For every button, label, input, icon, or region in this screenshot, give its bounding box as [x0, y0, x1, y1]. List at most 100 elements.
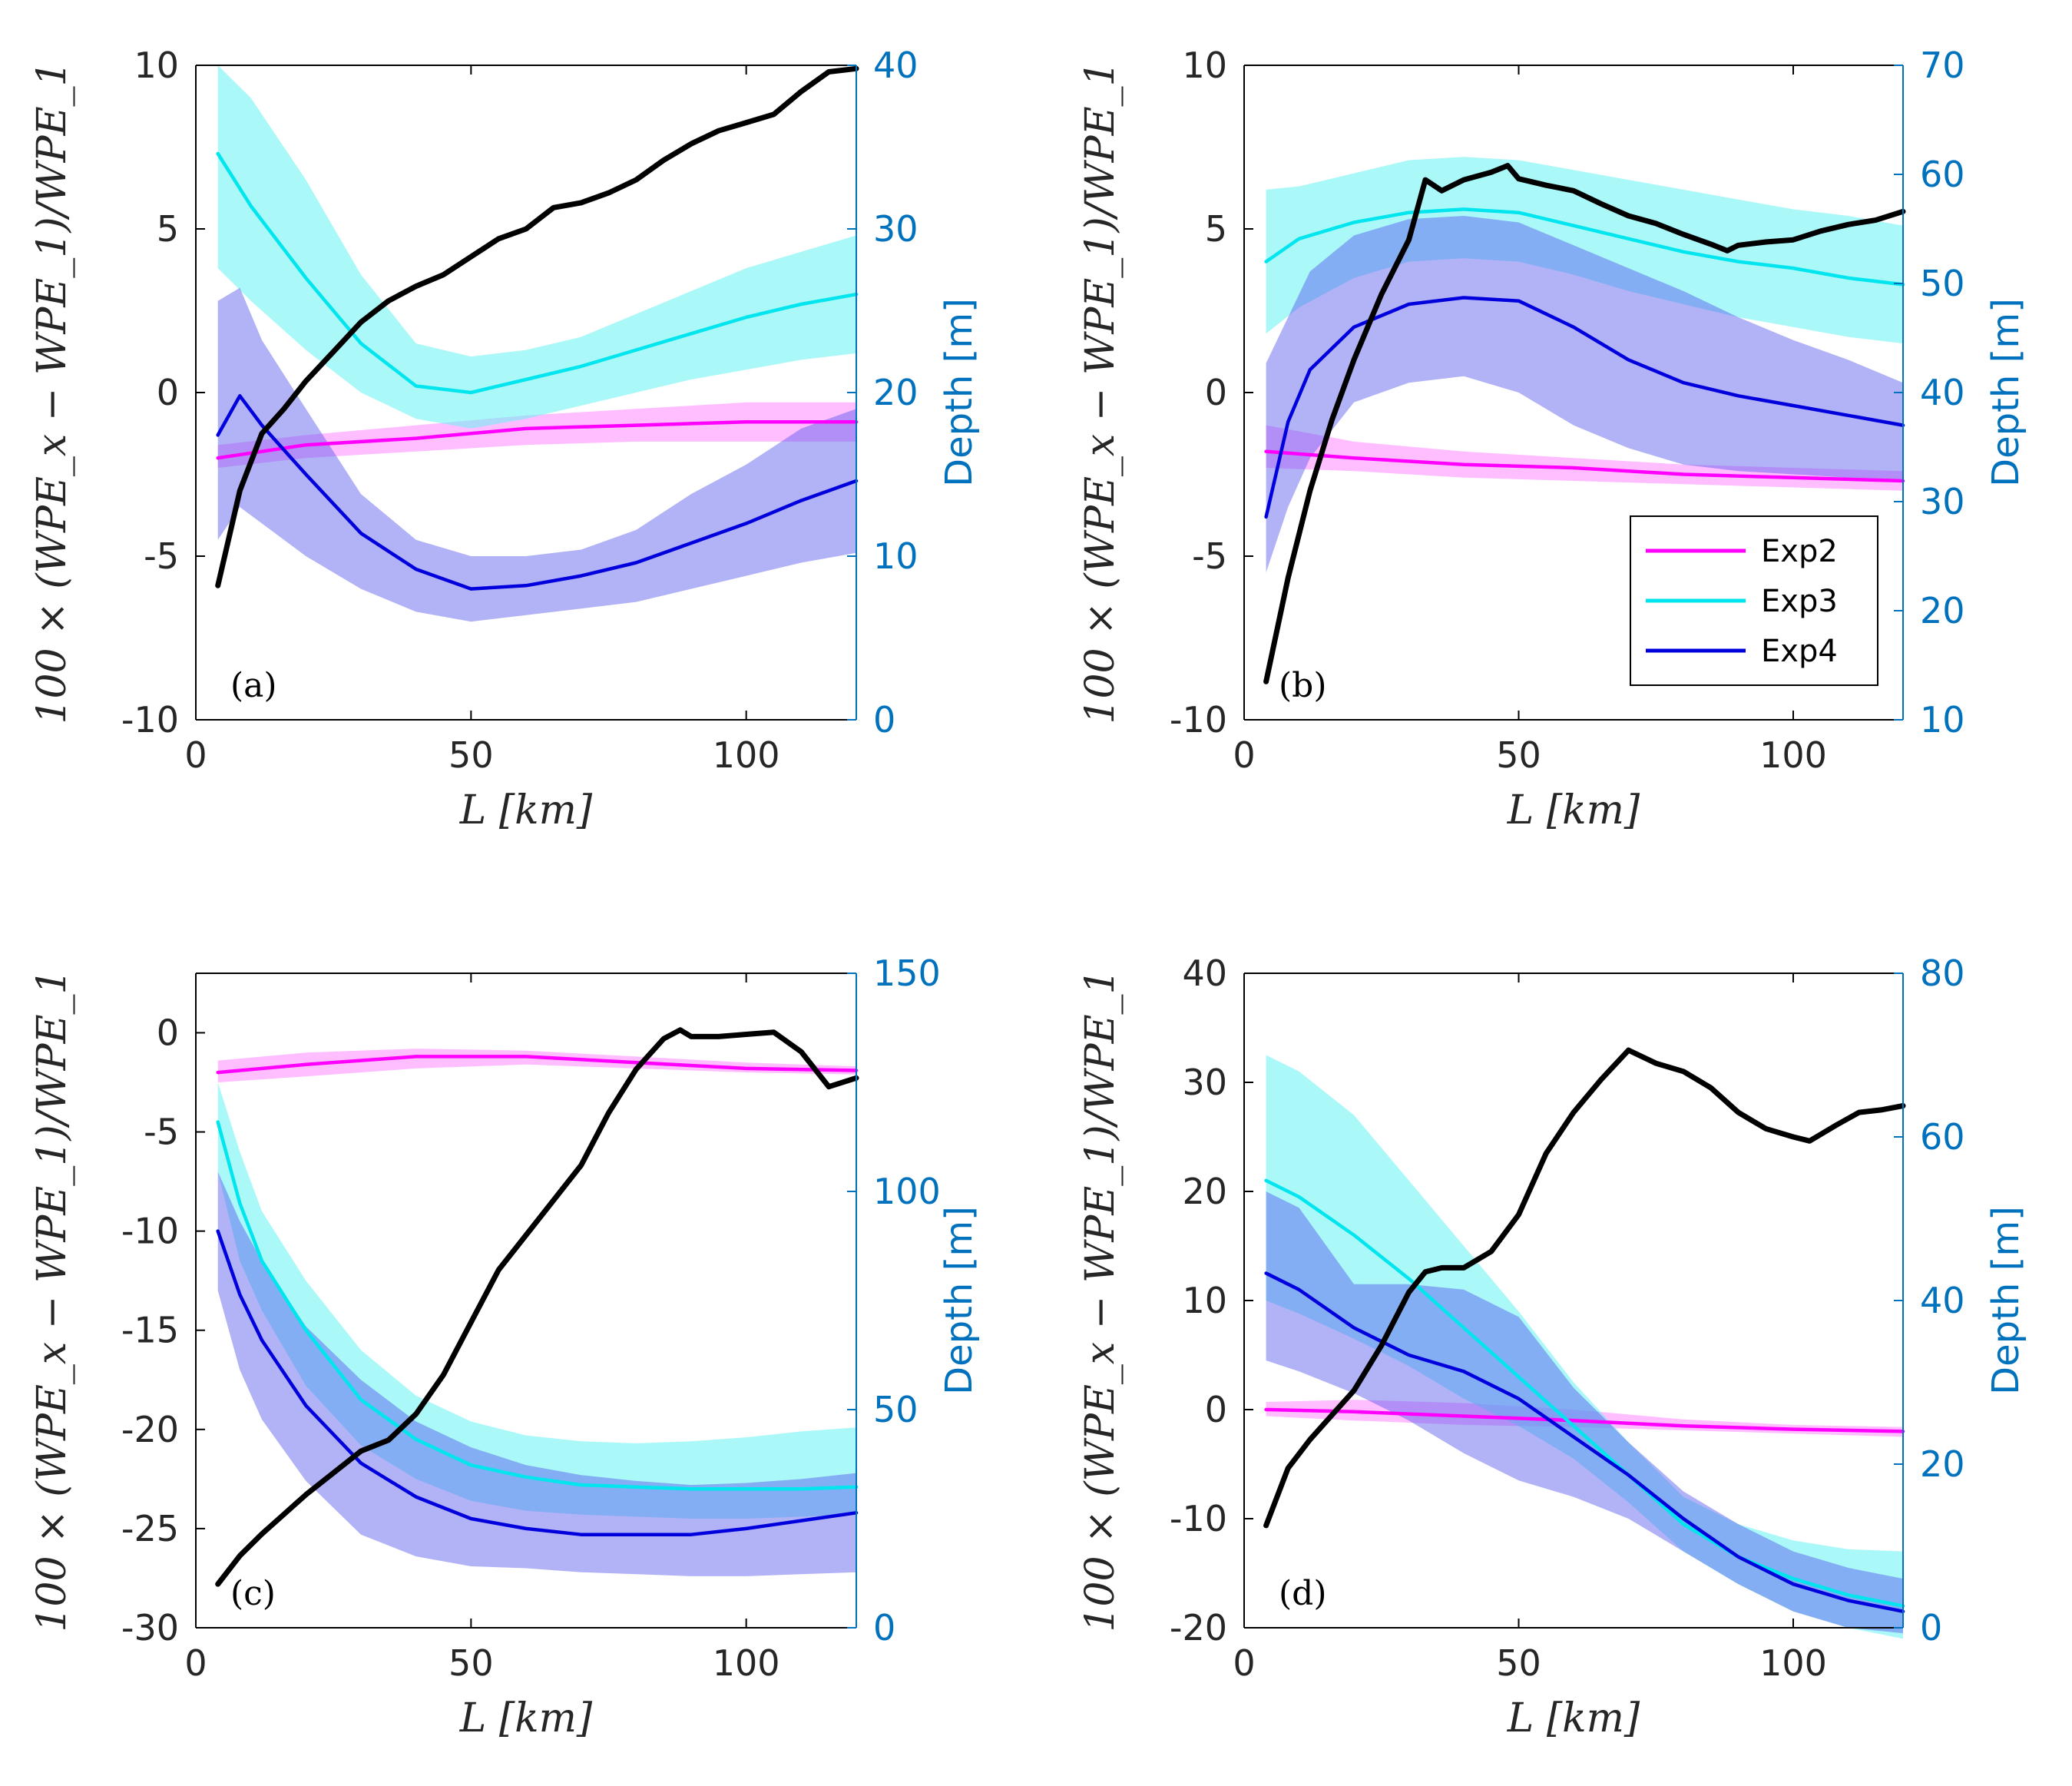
x-tick-label: 100 [713, 734, 780, 776]
y-tick-label: -10 [1170, 699, 1227, 741]
y-tick-label: -20 [1170, 1607, 1227, 1648]
y2-tick-label: 100 [873, 1171, 941, 1212]
y2-tick-label: 30 [1920, 481, 1965, 522]
y-tick-label: 0 [157, 372, 179, 413]
series-line-depth [215, 1027, 859, 1587]
y2-tick-label: 10 [873, 535, 918, 577]
y-axis-label: 100 × (WPE_x − WPE_1)/WPE_1 [29, 969, 75, 1632]
y2-tick-label: 80 [1920, 953, 1965, 994]
y2-axis-label: Depth [m] [1984, 298, 2027, 487]
series-line-depth [1263, 1047, 1906, 1529]
y2-tick-label: 0 [873, 1607, 895, 1648]
panel-d: 0 50 100 -20 -10 0 10 20 30 40 0 20 40 60 80 L [km] 100 … [1077, 953, 2027, 1741]
series-line-depth [1263, 163, 1906, 684]
y2-tick-label: 30 [873, 208, 918, 250]
y2-tick-label: 20 [1920, 1443, 1965, 1485]
x-tick-label: 0 [184, 1642, 207, 1684]
y2-tick-label: 40 [873, 45, 918, 86]
x-tick-label: 50 [1496, 734, 1541, 776]
y2-tick-label: 10 [1920, 699, 1965, 741]
panel-tag: (b) [1279, 666, 1327, 705]
y2-tick-label: 0 [1920, 1607, 1942, 1648]
y2-tick-label: 20 [873, 372, 918, 413]
y-tick-label: 30 [1182, 1062, 1227, 1103]
band-exp4 [1266, 1191, 1903, 1634]
series-line-exp2 [1264, 1407, 1905, 1433]
x-tick-label: 100 [713, 1642, 780, 1684]
y2-axis-label: Depth [m] [938, 298, 981, 487]
x-tick-label: 50 [448, 734, 494, 776]
y-tick-label: -15 [121, 1310, 179, 1351]
y-tick-label: -5 [144, 1112, 179, 1153]
y-tick-label: -10 [1170, 1498, 1227, 1539]
y-tick-label: 10 [1182, 1280, 1227, 1321]
y2-tick-label: 60 [1920, 154, 1965, 195]
series-line-exp4 [1264, 296, 1905, 519]
series-line-exp3 [1264, 207, 1905, 287]
x-axis-label: L [km] [459, 787, 593, 833]
x-tick-label: 50 [1496, 1642, 1541, 1684]
y-tick-label: 20 [1182, 1171, 1227, 1212]
y2-tick-label: 40 [1920, 1280, 1965, 1321]
band-exp2 [1266, 425, 1903, 491]
x-tick-label: 50 [448, 1642, 494, 1684]
y2-tick-label: 150 [873, 953, 941, 994]
y-tick-label: 5 [157, 208, 179, 250]
panel-c: 0 50 100 -30 -25 -20 -15 -10 -5 0 0 50 100 150 L [km] 1… [29, 953, 981, 1741]
y2-tick-label: 0 [873, 699, 895, 741]
y2-tick-label: 60 [1920, 1116, 1965, 1158]
series-line-exp2 [216, 420, 859, 460]
y-tick-label: 5 [1205, 208, 1227, 250]
legend-label-exp4: Exp4 [1761, 634, 1838, 669]
y-tick-label: -5 [1192, 535, 1227, 577]
y-tick-label: -25 [121, 1508, 179, 1549]
panel-b: 0 50 100 -10 -5 0 5 10 10 20 30 40 50 60 70 L [km] 100 ×… [1077, 45, 2027, 833]
y-axis-label: 100 × (WPE_x − WPE_1)/WPE_1 [1077, 969, 1124, 1632]
series-line-exp3 [216, 1120, 859, 1491]
series-line-exp4 [216, 1229, 859, 1536]
y-tick-label: -10 [121, 699, 179, 741]
band-exp4 [217, 287, 856, 622]
y-tick-label: -20 [121, 1409, 179, 1450]
series-line-exp2 [216, 1055, 859, 1075]
y-tick-label: 0 [1205, 1389, 1227, 1430]
y2-tick-label: 20 [1920, 590, 1965, 631]
x-tick-label: 0 [1233, 1642, 1255, 1684]
legend: Exp2 Exp3 Exp4 [1630, 515, 1878, 686]
series-line-exp4 [216, 394, 859, 591]
x-axis-label: L [km] [1507, 1695, 1640, 1741]
x-tick-label: 100 [1759, 734, 1827, 776]
series-line-exp4 [1264, 1271, 1905, 1613]
y-tick-label: 40 [1182, 953, 1227, 994]
legend-label-exp2: Exp2 [1761, 534, 1838, 569]
y2-tick-label: 50 [873, 1389, 918, 1430]
y2-tick-label: 40 [1920, 372, 1965, 413]
panel-tag: (d) [1279, 1574, 1327, 1613]
y2-tick-label: 70 [1920, 45, 1965, 86]
series-line-exp2 [1264, 449, 1905, 483]
y-tick-label: 10 [134, 45, 179, 86]
y-tick-label: 10 [1182, 45, 1227, 86]
y-tick-label: -30 [121, 1607, 179, 1648]
x-tick-label: 0 [184, 734, 207, 776]
x-axis-label: L [km] [1507, 787, 1640, 833]
y2-tick-label: 50 [1920, 263, 1965, 304]
y-axis-label: 100 × (WPE_x − WPE_1)/WPE_1 [1077, 61, 1124, 724]
panel-tag: (a) [230, 666, 277, 705]
y2-axis-label: Depth [m] [938, 1206, 981, 1395]
panel-tag: (c) [230, 1574, 276, 1613]
x-axis-label: L [km] [459, 1695, 593, 1741]
band-exp3 [217, 65, 856, 429]
band-exp2 [217, 402, 856, 468]
y-tick-label: -5 [144, 535, 179, 577]
y2-axis-label: Depth [m] [1984, 1206, 2027, 1395]
series-line-depth [215, 65, 859, 588]
band-exp2 [217, 1049, 856, 1082]
band-exp3 [1266, 1055, 1903, 1639]
series-line-exp3 [1264, 1178, 1905, 1608]
legend-label-exp3: Exp3 [1761, 584, 1838, 619]
x-tick-label: 0 [1233, 734, 1255, 776]
band-exp3 [1266, 157, 1903, 344]
